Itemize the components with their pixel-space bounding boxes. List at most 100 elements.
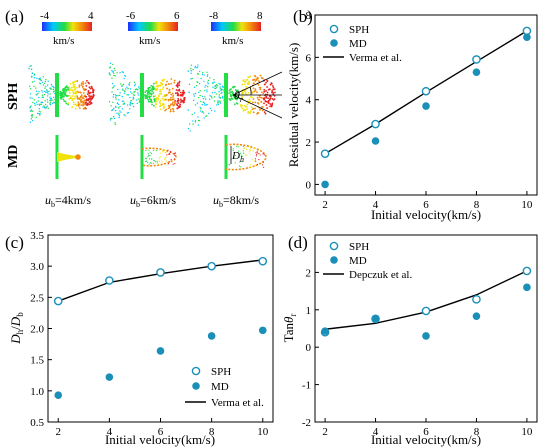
md-particle (159, 156, 161, 158)
sph-particle (181, 94, 184, 97)
chart-c-y-tick-label: 1.0 (30, 386, 44, 398)
sph-particle (206, 75, 209, 77)
sph-particle (207, 83, 209, 85)
sph-particle (119, 92, 121, 94)
md-particle (156, 161, 158, 163)
sph-particle (134, 88, 137, 91)
sph-particle (259, 88, 262, 91)
sph-particle (128, 83, 130, 86)
sph-particle (176, 86, 179, 88)
sph-particle (193, 86, 196, 88)
sph-particle (126, 104, 129, 106)
sph-particle (88, 95, 90, 97)
sph-particle (113, 67, 116, 70)
sph-particle (82, 97, 84, 100)
sph-particle (213, 96, 216, 98)
panel-c-label: (c) (5, 233, 24, 252)
sph-particle (152, 92, 155, 94)
sph-particle (172, 108, 175, 111)
md-particle (259, 154, 261, 156)
sph-particle (206, 74, 209, 76)
md-particle (252, 165, 255, 167)
sph-particle (87, 91, 90, 93)
sph-particle (162, 86, 165, 89)
chart-b-point-md (523, 33, 531, 42)
sph-particle (46, 91, 48, 93)
md-particle (232, 148, 234, 150)
sph-particle (117, 88, 119, 91)
sph-particle (83, 89, 86, 92)
sph-particle (152, 104, 155, 107)
sph-particle (256, 96, 259, 99)
sph-particle (254, 101, 257, 104)
sph-particle (92, 90, 95, 93)
sph-particle (202, 71, 204, 74)
sph-particle (215, 93, 218, 95)
md-particle (258, 158, 260, 161)
sph-particle (252, 82, 255, 85)
sph-particle (120, 111, 122, 113)
sph-particle (116, 102, 119, 104)
sph-particle (154, 95, 157, 97)
sph-particle (248, 98, 251, 101)
sph-particle (82, 80, 85, 83)
sph-particle (207, 81, 209, 83)
chart-b-point-sph (320, 149, 330, 159)
sph-particle (168, 83, 170, 85)
md-particle (243, 147, 245, 149)
sph-particle (47, 107, 49, 110)
sph-particle (74, 87, 77, 90)
sph-particle (233, 85, 235, 88)
md-particle (174, 152, 176, 154)
sph-particle (158, 92, 161, 95)
sph-particle (147, 88, 150, 91)
sph-particle (111, 87, 114, 89)
sph-particle (47, 80, 49, 82)
sph-particle (35, 116, 37, 119)
sph-particle (47, 93, 49, 95)
sph-particle (177, 94, 180, 97)
sph-particle (45, 107, 47, 109)
chart-c-y-tick-label: 2.0 (30, 324, 44, 336)
sph-particle (232, 92, 234, 94)
sph-particle (206, 115, 208, 117)
sph-particle (260, 96, 263, 99)
md-particle (256, 152, 258, 154)
md-particle (239, 152, 242, 154)
sph-particle (29, 107, 31, 109)
panel-a: (a) -4 4 km/s -6 6 km/s -8 8 km/s SPH MD (5, 7, 283, 209)
sph-particle (252, 78, 255, 81)
md-snapshots (55, 135, 267, 179)
chart-b-legend-sph: SPH (349, 24, 369, 36)
sph-particle (30, 109, 33, 111)
sph-particle (262, 97, 265, 100)
chart-c-xlabel: Initial velocity(km/s) (105, 432, 215, 447)
sph-particle (220, 92, 222, 95)
sph-particle (203, 102, 206, 104)
md-particle (166, 154, 168, 156)
sph-particle (134, 84, 136, 87)
sph-particle (176, 82, 179, 85)
sph-particle (37, 100, 40, 102)
sph-particle (197, 116, 199, 118)
sph-particle (271, 104, 273, 107)
sph-particle (261, 109, 264, 112)
chart-c-point-sph (53, 296, 63, 306)
sph-particle (146, 91, 149, 94)
sph-particle (199, 106, 201, 109)
md-particle (244, 154, 247, 156)
sph-particle (190, 78, 192, 80)
sph-particle (110, 105, 112, 107)
sph-particle (161, 83, 164, 86)
sph-particle (176, 104, 179, 107)
sph-particle (183, 99, 185, 102)
sph-particle (30, 118, 33, 120)
sph-particle (46, 99, 49, 101)
sph-particle (119, 72, 121, 74)
sph-particle (249, 75, 252, 78)
sph-particle (75, 94, 77, 97)
sph-particle (32, 101, 34, 104)
chart-c-point-sph (258, 256, 268, 266)
sph-particle (123, 92, 126, 94)
sph-particle (219, 102, 222, 104)
